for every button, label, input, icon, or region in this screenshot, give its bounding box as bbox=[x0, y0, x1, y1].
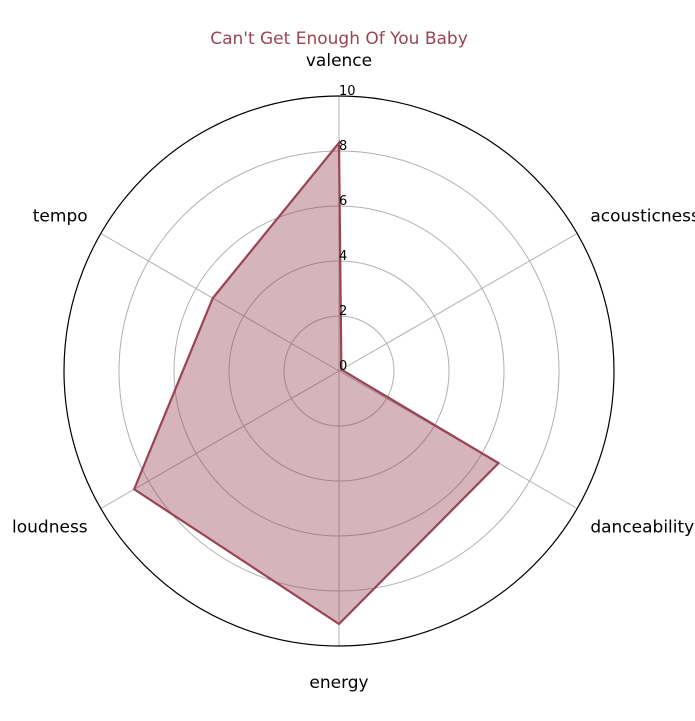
spoke-loudness bbox=[100, 370, 340, 509]
tick-label-0: 0 bbox=[339, 359, 347, 374]
tick-label-8: 8 bbox=[339, 139, 347, 154]
axis-label-acousticness: acousticness bbox=[590, 207, 695, 227]
tick-label-2: 2 bbox=[339, 304, 347, 319]
axis-label-valence: valence bbox=[306, 51, 372, 71]
axis-label-danceability: danceability bbox=[590, 518, 694, 538]
series-layer bbox=[132, 139, 501, 626]
spoke-acousticness bbox=[338, 233, 578, 372]
axis-label-tempo: tempo bbox=[33, 207, 88, 227]
tick-label-4: 4 bbox=[339, 249, 347, 264]
radial-tick-labels: 0 2 4 6 8 10 bbox=[339, 84, 356, 374]
series-line bbox=[132, 139, 501, 626]
axis-labels: valence acousticness danceability energy lou… bbox=[12, 51, 695, 693]
spoke-tempo bbox=[100, 233, 340, 372]
tick-label-6: 6 bbox=[339, 194, 347, 209]
grid bbox=[63, 95, 615, 647]
series-area bbox=[134, 142, 499, 624]
tick-label-10: 10 bbox=[339, 84, 356, 99]
axis-label-loudness: loudness bbox=[12, 518, 88, 538]
axis-label-energy: energy bbox=[309, 673, 368, 693]
chart-title: Can't Get Enough Of You Baby bbox=[210, 29, 468, 49]
outer-ring bbox=[63, 95, 615, 647]
